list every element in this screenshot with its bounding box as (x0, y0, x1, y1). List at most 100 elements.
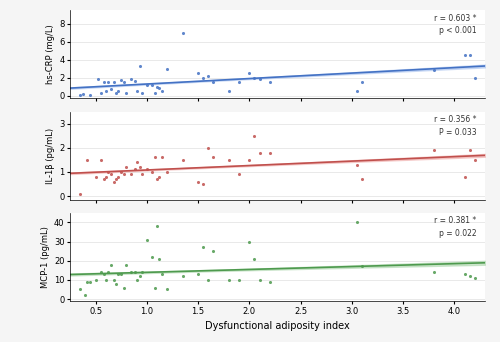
Point (210, 248, 218, 254)
Point (112, 90, 120, 96)
Point (128, 77, 136, 82)
Point (76, 191, 84, 196)
Point (104, 169, 112, 175)
Point (128, 269, 136, 275)
Point (256, 150, 264, 155)
Point (102, 89, 110, 94)
Y-axis label: MCP-1 (pg/mL): MCP-1 (pg/mL) (40, 226, 50, 288)
Point (164, 287, 172, 292)
Point (112, 176, 120, 182)
Point (122, 90, 130, 96)
Point (178, 157, 186, 162)
Y-axis label: hs-CRP (mg/L): hs-CRP (mg/L) (46, 24, 55, 84)
Point (471, 157, 479, 162)
Point (353, 220, 361, 225)
Point (178, 273, 186, 279)
Point (158, 155, 166, 160)
Point (114, 272, 122, 277)
Point (430, 147, 438, 153)
Point (136, 273, 143, 279)
Point (84, 279, 92, 285)
Point (358, 264, 366, 269)
Text: r = 0.356 *
P = 0.033: r = 0.356 * P = 0.033 (434, 115, 476, 136)
Point (199, 75, 207, 80)
Point (358, 176, 366, 182)
Point (138, 90, 145, 96)
Point (153, 224, 161, 229)
Point (96, 269, 104, 275)
Point (100, 79, 108, 85)
Point (132, 89, 140, 94)
Point (148, 169, 156, 175)
Point (250, 256, 258, 262)
Point (158, 89, 166, 94)
Point (104, 79, 112, 85)
Point (155, 86, 163, 91)
Point (107, 172, 115, 177)
Point (246, 157, 254, 162)
Point (110, 179, 118, 184)
Point (132, 277, 140, 282)
Point (96, 157, 104, 162)
Point (178, 30, 186, 36)
Point (353, 89, 361, 94)
Point (151, 155, 159, 160)
Point (107, 262, 115, 267)
Point (266, 79, 274, 85)
Point (143, 82, 151, 88)
Point (96, 90, 104, 96)
Point (92, 277, 100, 282)
Point (471, 275, 479, 281)
Point (80, 91, 88, 96)
Point (460, 174, 468, 180)
Point (246, 239, 254, 244)
Point (266, 279, 274, 285)
Point (158, 272, 166, 277)
Point (120, 79, 128, 85)
Point (120, 285, 128, 290)
Point (153, 176, 161, 182)
Point (194, 179, 202, 184)
Point (151, 90, 159, 96)
Point (84, 157, 92, 162)
Point (155, 174, 163, 180)
Point (199, 245, 207, 250)
Point (100, 176, 108, 182)
Point (235, 79, 243, 85)
Point (466, 147, 473, 153)
Point (225, 89, 233, 94)
Point (130, 79, 138, 84)
Point (110, 79, 118, 85)
Point (102, 174, 110, 180)
Point (132, 159, 140, 165)
Point (136, 165, 143, 170)
Point (143, 237, 151, 242)
Point (246, 70, 254, 76)
Point (471, 75, 479, 80)
Point (120, 172, 128, 177)
Point (76, 92, 84, 97)
Point (353, 162, 361, 167)
Point (117, 78, 125, 83)
Point (114, 174, 122, 180)
Point (148, 82, 156, 88)
Point (117, 272, 125, 277)
Point (130, 269, 138, 275)
Point (114, 89, 122, 94)
Point (164, 169, 172, 175)
Point (466, 273, 473, 279)
Point (430, 68, 438, 73)
Point (250, 75, 258, 80)
Point (138, 172, 145, 177)
Point (143, 167, 151, 172)
Point (128, 172, 136, 177)
Point (107, 87, 115, 92)
Text: r = 0.381 *
p = 0.022: r = 0.381 * p = 0.022 (434, 216, 476, 238)
Point (136, 63, 143, 69)
Point (102, 277, 110, 282)
Point (151, 285, 159, 290)
Point (199, 181, 207, 187)
Point (138, 269, 145, 275)
Point (210, 79, 218, 85)
Point (86, 279, 94, 285)
